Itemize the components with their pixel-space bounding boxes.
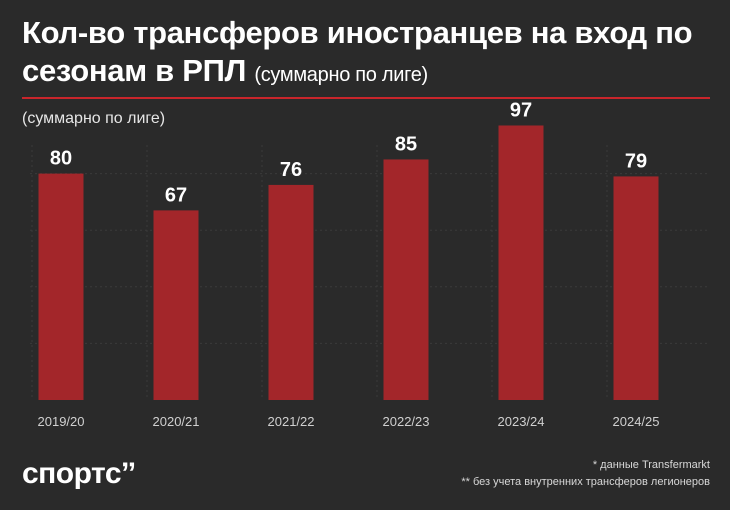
data-label: 97	[510, 99, 532, 121]
x-tick-label: 2022/23	[383, 414, 430, 429]
title-divider	[22, 97, 710, 99]
x-tick-label: 2021/22	[268, 414, 315, 429]
x-tick-label: 2019/20	[38, 414, 85, 429]
x-tick-label: 2020/21	[153, 414, 200, 429]
data-label: 67	[165, 184, 187, 206]
x-tick-label: 2023/24	[498, 414, 545, 429]
data-label: 79	[625, 150, 647, 172]
bar-2024/25	[613, 176, 659, 400]
title-main: Кол-во трансферов иностранцев на вход по…	[22, 15, 693, 88]
bar-2021/22	[268, 184, 314, 400]
data-label: 76	[280, 159, 302, 181]
chart-title: Кол-во трансферов иностранцев на вход по…	[22, 14, 712, 94]
data-label: 80	[50, 148, 72, 170]
x-tick-label: 2024/25	[613, 414, 660, 429]
bar-2020/21	[153, 210, 199, 400]
source-note: * данные Transfermarkt	[592, 459, 710, 471]
footnote: ** без учета внутренних трансферов легио…	[461, 476, 710, 488]
data-label: 85	[395, 133, 417, 155]
bar-2023/24	[498, 125, 544, 401]
title-sub: (суммарно по лиге)	[254, 64, 428, 86]
chart-subtitle: (суммарно по лиге)	[22, 110, 166, 127]
bar-2022/23	[383, 159, 429, 400]
sports-logo: спортс’’	[22, 457, 136, 490]
bar-2019/20	[38, 173, 84, 400]
